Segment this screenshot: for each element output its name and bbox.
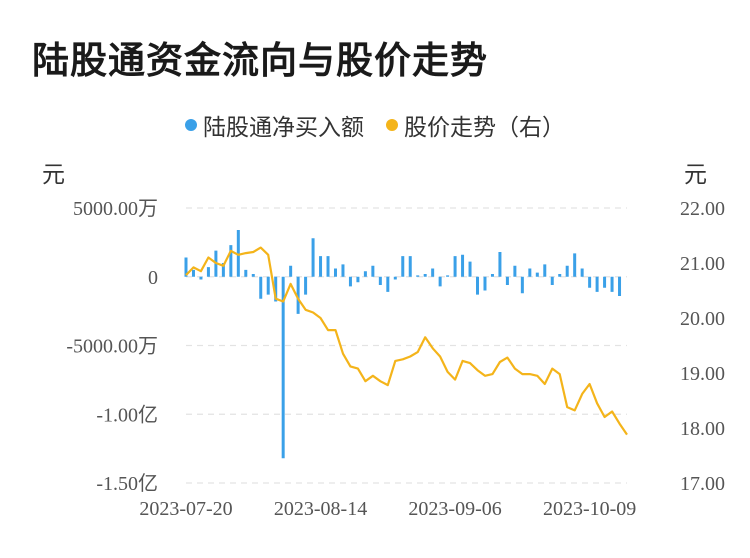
bar xyxy=(490,274,494,277)
bar xyxy=(558,274,562,277)
bar xyxy=(184,257,188,277)
bar xyxy=(550,276,554,285)
right-axis-unit: 元 xyxy=(684,162,707,188)
y-right-tick-label: 17.00 xyxy=(680,473,725,495)
x-tick-label: 2023-08-14 xyxy=(274,498,367,520)
bar xyxy=(476,276,480,295)
bar xyxy=(319,256,323,277)
bar xyxy=(304,276,308,295)
bar xyxy=(565,265,569,277)
bar xyxy=(281,276,285,459)
bar xyxy=(618,276,622,296)
bar xyxy=(520,276,524,294)
bar xyxy=(206,267,210,277)
bar xyxy=(573,253,577,277)
bar xyxy=(461,254,465,277)
bar xyxy=(408,256,412,277)
bar xyxy=(528,268,532,277)
bar xyxy=(453,256,457,277)
x-tick-label: 2023-10-09 xyxy=(543,498,636,520)
bar xyxy=(505,276,509,285)
bar xyxy=(423,274,427,277)
y-left-tick-label: -1.00亿 xyxy=(96,403,158,426)
bar xyxy=(296,276,300,314)
bar xyxy=(236,230,240,277)
bar xyxy=(221,263,225,277)
x-tick-label: 2023-09-06 xyxy=(408,498,501,520)
bar xyxy=(363,271,367,277)
bar xyxy=(610,276,614,292)
bar xyxy=(588,276,592,288)
bar xyxy=(274,276,278,302)
chart-title: 陆股通资金流向与股价走势 xyxy=(32,39,488,82)
bar xyxy=(348,276,352,287)
bar xyxy=(356,276,360,283)
y-left-tick-label: 5000.00万 xyxy=(73,198,158,220)
legend-dot-blue-icon xyxy=(185,119,197,131)
bar xyxy=(378,276,382,285)
legend-dot-yellow-icon xyxy=(386,119,398,131)
bar xyxy=(199,276,203,280)
y-right-tick-label: 22.00 xyxy=(680,198,725,220)
bar xyxy=(311,238,315,277)
bar xyxy=(341,264,345,277)
bar xyxy=(603,276,607,288)
bar xyxy=(513,265,517,277)
legend-item-net-buy[interactable]: 陆股通净买入额 xyxy=(185,108,364,142)
bar xyxy=(438,276,442,287)
y-right-tick-label: 21.00 xyxy=(680,253,725,275)
bar xyxy=(401,256,405,277)
bar xyxy=(431,268,435,277)
bar xyxy=(259,276,263,299)
left-axis-unit: 元 xyxy=(42,162,65,188)
x-tick-label: 2023-07-20 xyxy=(139,498,232,520)
bar xyxy=(229,245,233,277)
bar xyxy=(416,275,420,277)
y-left-tick-label: -5000.00万 xyxy=(66,336,158,358)
y-right-tick-label: 19.00 xyxy=(680,363,725,385)
bar xyxy=(289,265,293,277)
bar xyxy=(483,276,487,291)
bar xyxy=(595,276,599,292)
bar xyxy=(244,269,248,277)
bar xyxy=(446,275,450,277)
legend: 陆股通净买入额 股价走势（右） xyxy=(0,108,750,142)
legend-label-net-buy: 陆股通净买入额 xyxy=(203,115,364,141)
y-left-tick-label: -1.50亿 xyxy=(96,472,158,495)
legend-item-price[interactable]: 股价走势（右） xyxy=(386,108,565,142)
y-right-tick-label: 18.00 xyxy=(680,418,725,440)
price-line xyxy=(185,246,628,436)
bar xyxy=(251,274,255,277)
bar xyxy=(266,276,270,295)
bar xyxy=(371,265,375,277)
bar xyxy=(393,276,397,280)
bar xyxy=(326,256,330,277)
y-left-tick-label: 0 xyxy=(148,267,158,289)
bar xyxy=(580,268,584,277)
bar xyxy=(191,269,195,277)
bar xyxy=(333,268,337,277)
bar xyxy=(468,261,472,277)
legend-label-price: 股价走势（右） xyxy=(404,115,565,141)
bar xyxy=(386,276,390,292)
y-right-tick-label: 20.00 xyxy=(680,308,725,330)
bar xyxy=(498,252,502,277)
bar xyxy=(535,272,539,277)
bar xyxy=(543,264,547,277)
